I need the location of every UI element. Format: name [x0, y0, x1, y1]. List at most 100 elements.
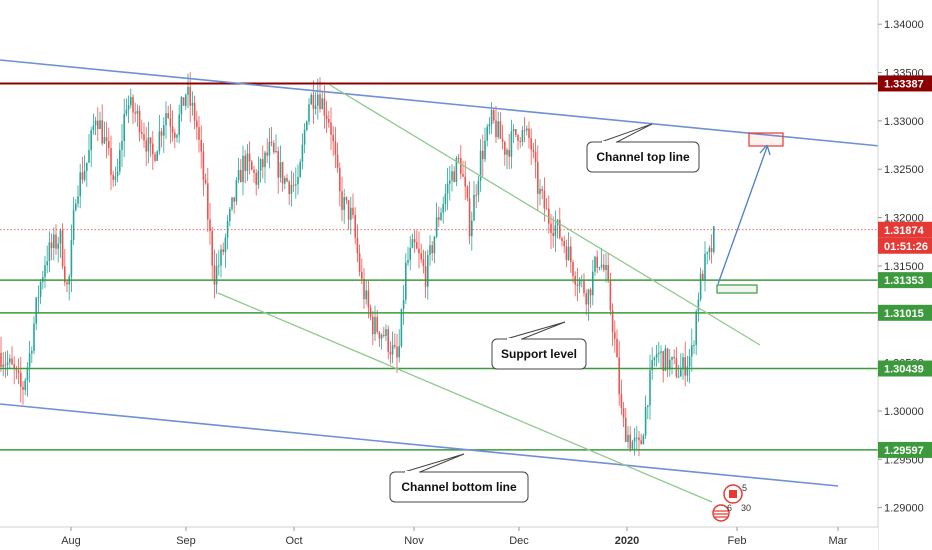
candle-body	[53, 234, 55, 249]
candle	[152, 130, 154, 170]
event-badge-count: 6	[727, 503, 732, 513]
candle-body	[233, 197, 235, 202]
candle	[438, 206, 440, 228]
candle	[127, 95, 130, 124]
candle	[281, 161, 284, 192]
candle	[710, 234, 713, 264]
candle-body	[286, 177, 288, 182]
bar-countdown-tag[interactable]: 01:51:26	[878, 237, 932, 254]
candle	[495, 105, 497, 143]
candle	[504, 140, 506, 166]
candle-body	[688, 356, 691, 367]
candle-body	[402, 299, 405, 310]
candle-body	[484, 140, 486, 160]
candle	[532, 142, 535, 159]
candle-body	[211, 230, 213, 266]
callout-box	[586, 141, 700, 173]
candle-body	[631, 441, 634, 449]
annotation-callout[interactable]: Channel bottom line	[389, 453, 529, 503]
candle	[132, 94, 134, 125]
candle	[508, 133, 510, 170]
candle-body	[310, 94, 312, 105]
candle-body	[35, 297, 37, 324]
candle	[61, 223, 64, 270]
callout-label: Support level	[501, 347, 577, 361]
candle	[457, 154, 460, 163]
level-price-tag[interactable]: 1.31015	[878, 304, 932, 321]
candle-body	[176, 134, 178, 138]
candle-body	[165, 113, 167, 126]
candle	[180, 95, 183, 122]
candle	[385, 324, 387, 342]
candle-body	[213, 265, 216, 285]
candle-body	[499, 121, 502, 139]
candle-body	[526, 128, 528, 131]
candle-body	[358, 253, 361, 272]
candle-body	[449, 180, 451, 184]
price-tag-background	[878, 237, 932, 254]
candle-body	[596, 256, 598, 268]
candle	[130, 88, 132, 109]
level-price-tag[interactable]: 1.30439	[878, 360, 932, 377]
candle-body	[541, 188, 543, 191]
candle	[352, 193, 354, 219]
candle-body	[290, 184, 293, 194]
candle-body	[119, 149, 121, 172]
candle	[31, 346, 33, 364]
candle-body	[614, 332, 616, 339]
candle-body	[229, 209, 231, 222]
level-price-tag[interactable]: 1.33387	[878, 75, 932, 92]
level-price-tag[interactable]: 1.31353	[878, 272, 932, 289]
candle-body	[427, 254, 429, 287]
price-tick-label: 1.32500	[884, 164, 924, 176]
price-tick-label: 1.29000	[884, 503, 924, 515]
callout-joint	[405, 471, 419, 474]
candle	[638, 430, 640, 457]
candle	[664, 344, 667, 372]
candle-body	[204, 179, 207, 184]
candle	[442, 196, 444, 224]
candle-body	[600, 264, 603, 268]
event-badge-canada[interactable]: 5	[723, 483, 747, 504]
candle	[631, 439, 634, 450]
event-badge-count: 5	[742, 483, 747, 493]
candle-body	[218, 265, 220, 267]
candle-body	[308, 104, 310, 122]
candle	[603, 253, 605, 273]
candle-body	[202, 151, 205, 180]
candle	[301, 133, 304, 170]
annotation-callout[interactable]: Channel top line	[586, 123, 700, 173]
candle	[482, 134, 484, 177]
candle	[328, 110, 330, 128]
event-badge-us[interactable]: 6 30	[712, 503, 751, 522]
candle-body	[268, 141, 271, 156]
candle	[402, 284, 405, 325]
candle	[666, 347, 669, 378]
level-price-tag[interactable]: 1.29597	[878, 441, 932, 458]
candle-body	[136, 110, 139, 114]
annotation-callout[interactable]: Support level	[491, 321, 587, 370]
candle-body	[686, 366, 689, 376]
candle	[185, 93, 187, 110]
current-price-tag[interactable]: 1.31874	[878, 221, 932, 238]
maple-leaf-icon	[729, 490, 737, 498]
candle	[669, 348, 671, 377]
candle-body	[543, 190, 546, 209]
price-axis[interactable]: 1.340001.335001.330001.325001.320001.315…	[877, 0, 932, 550]
candle-body	[539, 188, 541, 194]
price-tag-label: 1.29597	[884, 445, 924, 457]
candle	[519, 137, 521, 149]
candle	[394, 333, 396, 349]
candle-body	[154, 154, 156, 161]
candle	[332, 126, 334, 157]
candle-body	[400, 309, 403, 347]
candle-body	[317, 94, 319, 106]
candle	[275, 134, 277, 154]
candle-body	[389, 351, 392, 355]
candle-body	[284, 177, 286, 184]
candle-body	[105, 137, 108, 142]
price-tick-label: 1.30000	[884, 406, 924, 418]
time-axis[interactable]: Aug Sep Oct Nov Dec 2020 Feb Mar	[0, 526, 878, 550]
candle-body	[347, 200, 350, 220]
